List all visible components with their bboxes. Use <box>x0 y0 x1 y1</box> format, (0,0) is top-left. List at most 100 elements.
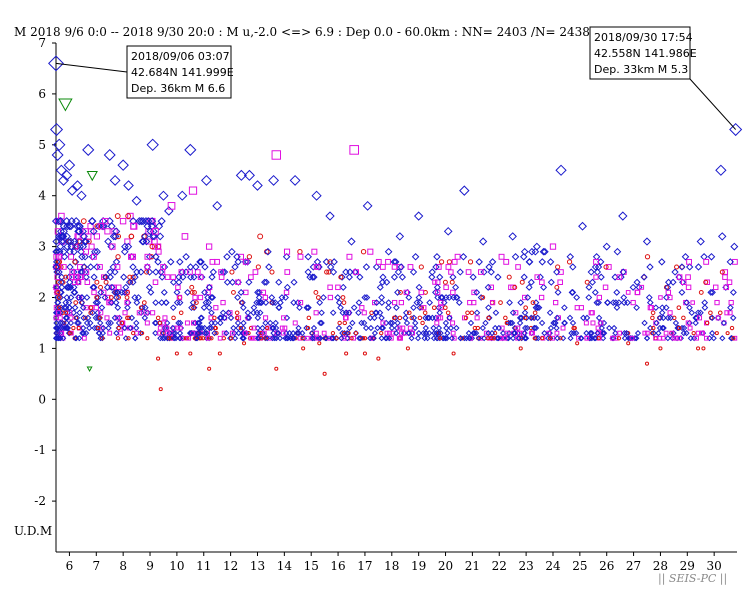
data-point <box>653 336 658 341</box>
data-point <box>55 330 62 337</box>
data-point <box>322 258 331 266</box>
x-tick-label: 16 <box>330 559 345 573</box>
data-point <box>201 263 209 271</box>
data-point <box>122 310 128 316</box>
data-point <box>234 310 240 316</box>
x-tick-label: 23 <box>518 559 533 573</box>
data-point <box>375 258 382 265</box>
data-point <box>141 314 149 322</box>
data-point <box>678 263 686 271</box>
data-point <box>341 300 347 305</box>
data-point <box>109 174 121 186</box>
data-point <box>681 253 690 261</box>
data-point <box>652 304 660 311</box>
data-point <box>415 294 423 301</box>
data-point <box>393 304 400 311</box>
data-point <box>275 278 283 286</box>
data-point <box>82 237 91 246</box>
data-point <box>704 335 709 341</box>
data-point <box>133 268 141 276</box>
annotation-text: 2018/09/06 03:07 <box>131 50 230 63</box>
data-point <box>197 274 204 280</box>
data-point <box>591 263 600 271</box>
data-point <box>414 335 422 342</box>
data-point <box>546 258 555 266</box>
data-point <box>597 273 605 281</box>
data-point <box>402 314 409 322</box>
data-point <box>361 310 367 316</box>
data-point <box>318 309 325 317</box>
data-point <box>712 284 719 291</box>
data-point <box>52 263 60 271</box>
data-point <box>256 309 264 317</box>
data-point <box>97 319 104 327</box>
data-point <box>88 228 95 235</box>
data-point <box>158 387 163 392</box>
data-point <box>114 213 121 219</box>
data-point <box>194 319 202 327</box>
data-point <box>428 273 436 281</box>
data-point <box>297 249 303 255</box>
data-point <box>282 335 289 342</box>
data-point <box>100 336 105 341</box>
data-point <box>473 288 481 296</box>
data-point <box>353 330 359 336</box>
data-point <box>658 295 663 300</box>
data-point <box>379 324 387 332</box>
data-point <box>677 335 683 341</box>
data-point <box>639 284 645 290</box>
data-point <box>73 274 79 280</box>
data-point <box>279 325 285 331</box>
data-point <box>55 289 61 295</box>
data-point <box>227 314 235 322</box>
data-point <box>129 263 137 271</box>
data-point <box>515 325 521 331</box>
data-point <box>71 288 79 296</box>
data-point <box>103 148 116 161</box>
data-point <box>356 273 364 281</box>
data-point <box>578 335 585 342</box>
data-point <box>309 263 318 271</box>
data-point <box>574 305 580 311</box>
data-point <box>283 283 291 291</box>
data-point <box>510 284 516 291</box>
data-point <box>540 336 545 341</box>
x-tick-label: 29 <box>680 559 695 573</box>
data-point <box>201 288 209 296</box>
data-point <box>97 223 104 230</box>
data-point <box>83 294 91 301</box>
data-point <box>326 263 335 271</box>
data-point <box>272 319 279 327</box>
data-point <box>651 325 656 331</box>
data-point <box>92 314 100 322</box>
data-point <box>341 335 347 341</box>
data-point <box>696 346 701 351</box>
data-point <box>606 324 613 332</box>
data-point <box>80 218 87 225</box>
data-point <box>583 314 591 322</box>
data-point <box>708 310 713 316</box>
data-point <box>73 335 80 342</box>
data-point <box>698 289 704 295</box>
data-point <box>63 274 69 280</box>
data-point <box>157 217 166 226</box>
data-point <box>397 315 403 321</box>
data-point <box>334 294 342 301</box>
data-point <box>463 315 469 321</box>
data-point <box>315 335 320 341</box>
data-point <box>305 304 312 311</box>
data-point <box>355 309 362 317</box>
data-point <box>169 304 177 311</box>
data-point <box>554 288 562 296</box>
data-point <box>148 232 157 241</box>
data-point <box>509 309 517 317</box>
data-point <box>198 273 206 281</box>
data-point <box>54 324 61 332</box>
data-point <box>479 237 488 246</box>
data-point <box>330 258 338 266</box>
data-point <box>450 320 456 326</box>
x-tick-label: 9 <box>146 559 154 573</box>
data-point <box>610 324 618 332</box>
data-point <box>438 294 446 301</box>
data-point <box>371 330 379 337</box>
